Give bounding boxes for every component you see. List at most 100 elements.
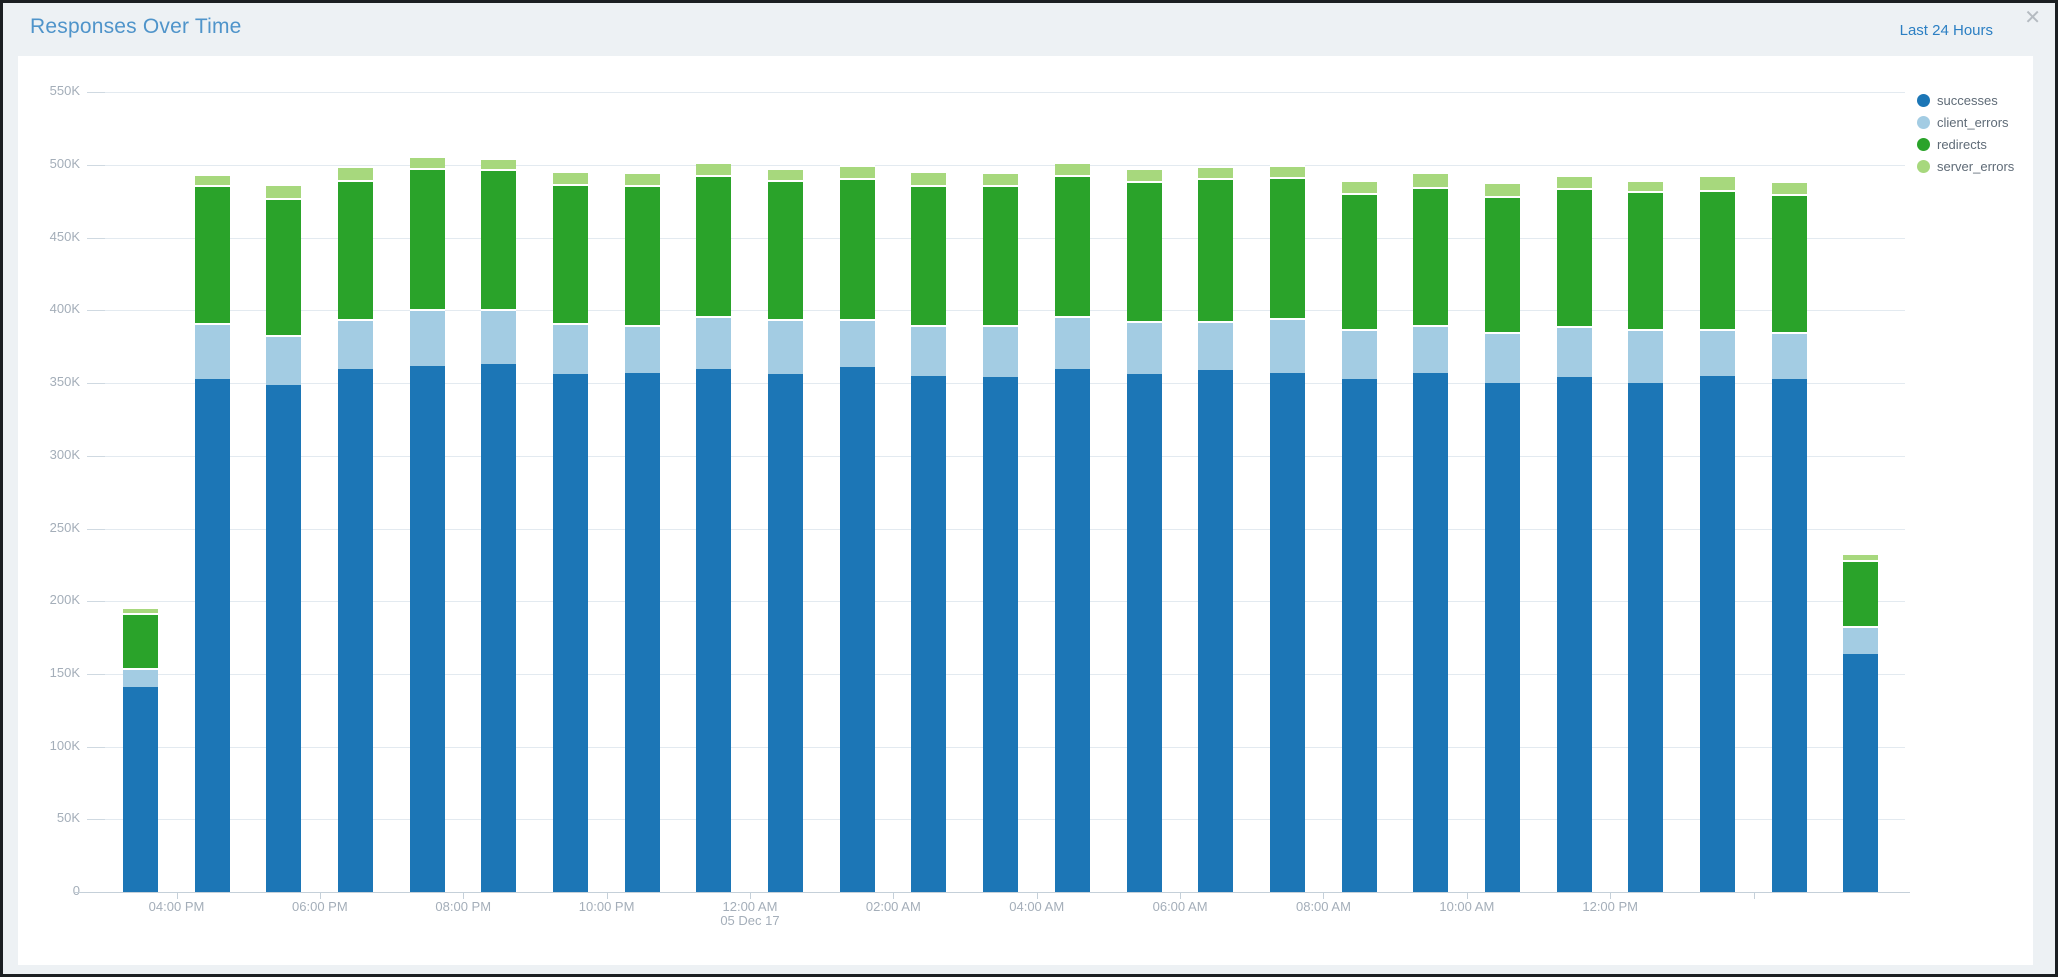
bar-segment-successes[interactable] [1054, 368, 1090, 892]
bar-segment-successes[interactable] [1843, 653, 1879, 892]
bar-segment-redirects[interactable] [1628, 191, 1664, 330]
legend-item-server_errors[interactable]: server_errors [1917, 156, 2014, 176]
bar-segment-successes[interactable] [194, 378, 230, 892]
bar-segment-successes[interactable] [266, 384, 302, 892]
bar-segment-server_errors[interactable] [768, 167, 804, 180]
legend-item-successes[interactable]: successes [1917, 90, 1998, 110]
bar-segment-redirects[interactable] [983, 185, 1019, 325]
bar-segment-redirects[interactable] [553, 183, 589, 324]
bar-segment-successes[interactable] [553, 374, 589, 892]
bar-segment-client_errors[interactable] [1269, 317, 1305, 373]
bar-segment-redirects[interactable] [1198, 178, 1234, 321]
bar-segment-redirects[interactable] [1413, 186, 1449, 325]
bar-segment-server_errors[interactable] [1126, 167, 1162, 181]
bar-segment-server_errors[interactable] [624, 172, 660, 186]
bar-segment-server_errors[interactable] [1556, 175, 1592, 189]
bar-segment-client_errors[interactable] [696, 316, 732, 369]
bar-segment-server_errors[interactable] [266, 183, 302, 199]
bar-segment-redirects[interactable] [481, 169, 517, 309]
bar-segment-server_errors[interactable] [1771, 180, 1807, 195]
bar-segment-redirects[interactable] [123, 612, 158, 669]
bar-segment-redirects[interactable] [1484, 195, 1520, 333]
bar-segment-successes[interactable] [1556, 377, 1592, 892]
bar-segment-client_errors[interactable] [266, 335, 302, 385]
bar-segment-successes[interactable] [409, 365, 445, 892]
bar-segment-redirects[interactable] [768, 179, 804, 320]
bar-segment-client_errors[interactable] [553, 323, 589, 375]
close-icon[interactable]: ✕ [2024, 7, 2041, 29]
bar-segment-client_errors[interactable] [1699, 329, 1735, 376]
bar-segment-server_errors[interactable] [553, 170, 589, 184]
bar-segment-server_errors[interactable] [481, 157, 517, 170]
bar-segment-successes[interactable] [1341, 378, 1377, 892]
bar-segment-successes[interactable] [1413, 372, 1449, 892]
bar-segment-successes[interactable] [338, 368, 374, 892]
bar-segment-redirects[interactable] [1699, 189, 1735, 330]
bar-segment-client_errors[interactable] [983, 324, 1019, 378]
bar-segment-successes[interactable] [1771, 378, 1807, 892]
bar-segment-client_errors[interactable] [1556, 326, 1592, 378]
bar-segment-successes[interactable] [696, 368, 732, 892]
bar-segment-client_errors[interactable] [1126, 320, 1162, 375]
bar-segment-client_errors[interactable] [338, 319, 374, 369]
time-range-picker[interactable]: Last 24 Hours [1899, 22, 1993, 39]
bar-segment-server_errors[interactable] [338, 166, 374, 180]
bar-segment-successes[interactable] [123, 686, 158, 892]
bar-segment-server_errors[interactable] [1699, 175, 1735, 190]
bar-segment-server_errors[interactable] [911, 170, 947, 186]
bar-segment-client_errors[interactable] [1198, 320, 1234, 370]
bar-segment-successes[interactable] [1198, 370, 1234, 892]
bar-segment-redirects[interactable] [1126, 180, 1162, 321]
bar-segment-server_errors[interactable] [1341, 179, 1377, 193]
bar-segment-server_errors[interactable] [1269, 165, 1305, 177]
bar-segment-successes[interactable] [624, 372, 660, 892]
bar-segment-client_errors[interactable] [911, 324, 947, 376]
bar-segment-client_errors[interactable] [1628, 329, 1664, 384]
bar-segment-redirects[interactable] [624, 185, 660, 325]
bar-segment-redirects[interactable] [338, 179, 374, 320]
bar-segment-successes[interactable] [1699, 375, 1735, 892]
legend-item-redirects[interactable]: redirects [1917, 134, 1987, 154]
bar-segment-server_errors[interactable] [1484, 182, 1520, 196]
bar-segment-redirects[interactable] [194, 185, 230, 324]
bar-segment-redirects[interactable] [1771, 194, 1807, 333]
bar-segment-client_errors[interactable] [1413, 324, 1449, 373]
bar-segment-successes[interactable] [911, 375, 947, 892]
bar-segment-client_errors[interactable] [1341, 329, 1377, 379]
bar-segment-client_errors[interactable] [768, 319, 804, 375]
bar-segment-client_errors[interactable] [409, 308, 445, 366]
bar-segment-successes[interactable] [1628, 383, 1664, 892]
bar-segment-successes[interactable] [1126, 374, 1162, 892]
bar-segment-server_errors[interactable] [194, 173, 230, 186]
bar-segment-client_errors[interactable] [1484, 332, 1520, 384]
bar-segment-server_errors[interactable] [1628, 179, 1664, 192]
bar-segment-redirects[interactable] [1556, 188, 1592, 327]
bar-segment-client_errors[interactable] [839, 319, 875, 368]
bar-segment-server_errors[interactable] [839, 165, 875, 179]
bar-segment-client_errors[interactable] [1771, 332, 1807, 379]
bar-segment-client_errors[interactable] [624, 324, 660, 373]
bar-segment-server_errors[interactable] [1198, 166, 1234, 179]
bar-segment-successes[interactable] [983, 377, 1019, 892]
bar-segment-successes[interactable] [1484, 383, 1520, 892]
bar-segment-server_errors[interactable] [696, 162, 732, 176]
bar-segment-successes[interactable] [1269, 372, 1305, 892]
bar-segment-server_errors[interactable] [123, 607, 158, 613]
bar-segment-client_errors[interactable] [1054, 316, 1090, 369]
bar-segment-successes[interactable] [768, 374, 804, 892]
bar-segment-redirects[interactable] [1341, 192, 1377, 330]
bar-segment-redirects[interactable] [266, 198, 302, 336]
bar-segment-redirects[interactable] [1843, 560, 1879, 626]
bar-segment-client_errors[interactable] [1843, 625, 1879, 654]
bar-segment-server_errors[interactable] [983, 172, 1019, 186]
bar-segment-redirects[interactable] [839, 178, 875, 320]
legend-item-client_errors[interactable]: client_errors [1917, 112, 2009, 132]
bar-segment-client_errors[interactable] [481, 308, 517, 365]
bar-segment-successes[interactable] [481, 364, 517, 892]
bar-segment-client_errors[interactable] [194, 323, 230, 379]
bar-segment-client_errors[interactable] [123, 668, 158, 687]
bar-segment-server_errors[interactable] [409, 156, 445, 168]
bar-segment-redirects[interactable] [1054, 175, 1090, 317]
bar-segment-server_errors[interactable] [1054, 162, 1090, 176]
bar-segment-redirects[interactable] [911, 185, 947, 325]
